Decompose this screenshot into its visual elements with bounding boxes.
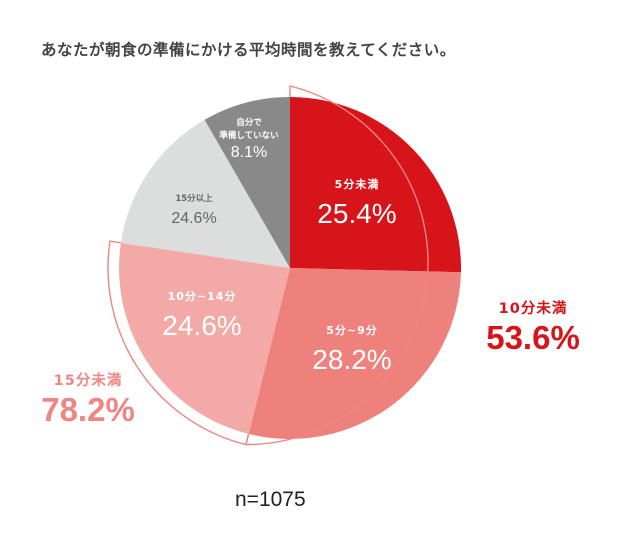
- summary-label: 15分未満: [53, 373, 123, 389]
- slice-10-14min: [119, 242, 290, 434]
- slice-label-10-14min: 10分~14分 24.6%: [162, 288, 241, 342]
- slice-label-15min-plus: 15分以上 24.6%: [171, 193, 216, 229]
- slice-label-under-5min: 5分未満 25.4%: [317, 176, 396, 230]
- slice-value: 8.1%: [230, 144, 268, 161]
- slice-category-line1: 自分で: [236, 118, 262, 128]
- sample-size: n=1075: [235, 488, 306, 511]
- summary-label: 10分未満: [498, 301, 568, 317]
- slice-value: 28.2%: [312, 344, 392, 375]
- bracket-under-15min: [107, 240, 250, 446]
- slice-category: 5分~9分: [326, 324, 378, 337]
- slice-5-9min: [248, 268, 461, 439]
- slice-category: 10分~14分: [167, 290, 237, 303]
- summary-value: 78.2%: [41, 391, 135, 428]
- slice-value: 24.6%: [171, 210, 217, 227]
- summary-value: 53.6%: [486, 319, 580, 356]
- slice-category: 5分未満: [334, 178, 380, 191]
- slice-label-not-preparing: 自分で 準備していない 8.1%: [219, 117, 278, 163]
- bracket-under-10min: [245, 85, 429, 446]
- slice-category: 15分以上: [175, 194, 213, 204]
- slice-value: 24.6%: [162, 310, 242, 341]
- slice-value: 25.4%: [317, 198, 397, 229]
- chart-title: あなたが朝食の準備にかける平均時間を教えてください。: [41, 41, 456, 59]
- slice-15min-plus: [120, 119, 291, 268]
- summary-under-15min: 15分未満 78.2%: [41, 369, 135, 428]
- slice-not-preparing: [204, 96, 290, 269]
- summary-under-10min: 10分未満 53.6%: [486, 297, 580, 356]
- slice-under-5min: [290, 97, 462, 273]
- slice-category-line2: 準備していない: [219, 131, 279, 141]
- slice-label-5-9min: 5分~9分 28.2%: [312, 322, 391, 376]
